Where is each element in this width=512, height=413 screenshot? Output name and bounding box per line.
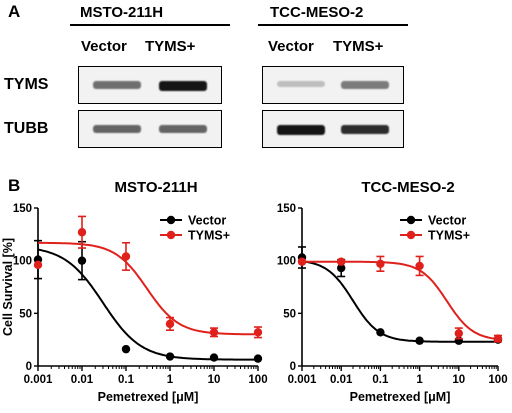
- chart1-series1-point: [77, 256, 87, 265]
- protein-label-tyms: TYMS: [4, 76, 49, 93]
- chart1-x-tick-label: 0.1: [118, 374, 135, 386]
- band-tcc-tyms-vector: [277, 81, 325, 87]
- chart1-series2-fit-curve: [38, 241, 258, 336]
- chart2-series1-point: [415, 336, 424, 345]
- chart1-series2-point: [165, 319, 175, 329]
- chart2-series1-legend-label: Vector: [428, 214, 466, 228]
- chart1-series2-point: [209, 328, 219, 337]
- chart2-series2-point: [337, 257, 346, 266]
- chart2-x-axis-title: Pemetrexed [μM]: [350, 390, 451, 404]
- chart2-y-tick-label: 150: [277, 203, 296, 215]
- chart1-x-tick-label: 0.01: [71, 374, 94, 386]
- chart1-series1-point: [165, 352, 175, 361]
- chart2-series2-fit-curve: [302, 260, 499, 341]
- chart1-series1-point: [121, 344, 131, 354]
- chart2-x-tick-label: 100: [488, 374, 507, 386]
- chart2-series2-point: [415, 261, 424, 271]
- chart1-x-tick-label: 10: [208, 374, 221, 386]
- chart1-y-axis-title: Cell Survival [%]: [1, 238, 15, 336]
- lane-label-tyms-tcc: TYMS+: [333, 38, 384, 55]
- band-tcc-tubb-tyms: [341, 125, 389, 135]
- chart2-series2-point: [454, 329, 463, 338]
- chart2-series1-point: [337, 263, 346, 273]
- chart1-x-axis-title: Pemetrexed [μM]: [98, 390, 199, 404]
- band-msto-tubb-vector: [93, 125, 142, 133]
- chart1-y-tick-label: 0: [26, 361, 32, 373]
- chart2-y-tick-label: 100: [277, 256, 296, 268]
- cellline-underline-msto: [70, 24, 230, 26]
- band-msto-tubb-tyms: [158, 125, 207, 133]
- chart2-series2-point: [297, 257, 307, 266]
- chart2-series2-legend-marker: [406, 230, 416, 240]
- band-msto-tyms-tyms: [158, 81, 207, 91]
- cellline-underline-tcc: [258, 24, 408, 26]
- chart2-title: TCC-MESO-2: [361, 179, 454, 196]
- lane-label-vector-msto: Vector: [81, 38, 127, 55]
- chart1-series2-point: [77, 228, 87, 237]
- chart1-series1-legend-label: Vector: [188, 214, 226, 228]
- chart1-title: MSTO-211H: [114, 179, 197, 196]
- chart1-series2-legend-marker: [166, 230, 176, 240]
- chart1-series1-point: [209, 353, 219, 362]
- blot-tcc-tyms: [262, 66, 404, 104]
- panel-b-label: B: [8, 176, 21, 195]
- band-tcc-tyms-tyms: [341, 81, 389, 89]
- band-msto-tyms-vector: [93, 81, 142, 89]
- chart1-series1-point: [253, 354, 263, 363]
- protein-label-tubb: TUBB: [4, 120, 49, 137]
- chart2-y-tick-label: 0: [290, 361, 296, 373]
- chart1-x-tick-label: 100: [248, 374, 267, 386]
- blot-tcc-tubb: [262, 110, 404, 148]
- chart2-x-tick-label: 0.1: [372, 374, 389, 386]
- panel-a-label: A: [8, 2, 21, 21]
- chart2-series2-point: [493, 334, 503, 343]
- blot-cellline-tcc: TCC-MESO-2: [270, 4, 364, 21]
- chart2-x-tick-label: 10: [452, 374, 465, 386]
- chart2-x-tick-label: 0.001: [288, 374, 317, 386]
- lane-label-tyms-msto: TYMS+: [145, 38, 196, 55]
- chart1-series2-point: [33, 260, 43, 270]
- chart1-y-tick-label: 50: [19, 308, 32, 320]
- chart2-series1-fit-curve: [301, 260, 498, 343]
- chart1-y-tick-label: 150: [13, 203, 32, 215]
- chart1-series2-point: [253, 328, 263, 337]
- chart2-series2-point: [376, 259, 385, 269]
- chart2-series1-point: [376, 328, 385, 337]
- chart1-y-tick-label: 100: [13, 256, 32, 268]
- chart2-series1-legend-marker: [406, 215, 416, 225]
- lane-label-vector-tcc: Vector: [268, 38, 314, 55]
- chart2-y-tick-label: 50: [283, 308, 296, 320]
- band-tcc-tubb-vector: [277, 125, 325, 135]
- chart2-x-tick-label: 1: [416, 374, 423, 386]
- chart1-x-tick-label: 1: [167, 374, 174, 386]
- chart1-series2-legend-label: TYMS+: [188, 229, 230, 243]
- chart1-x-tick-label: 0.001: [24, 374, 53, 386]
- blot-msto-tubb: [78, 110, 222, 148]
- chart2-x-tick-label: 0.01: [330, 374, 353, 386]
- chart1-series1-legend-marker: [166, 215, 176, 225]
- chart1-series1-fit-curve: [37, 248, 258, 361]
- blot-cellline-msto: MSTO-211H: [80, 4, 164, 21]
- chart2-series2-legend-label: TYMS+: [428, 229, 470, 243]
- blot-msto-tyms: [78, 66, 222, 104]
- chart1-series2-point: [121, 252, 131, 261]
